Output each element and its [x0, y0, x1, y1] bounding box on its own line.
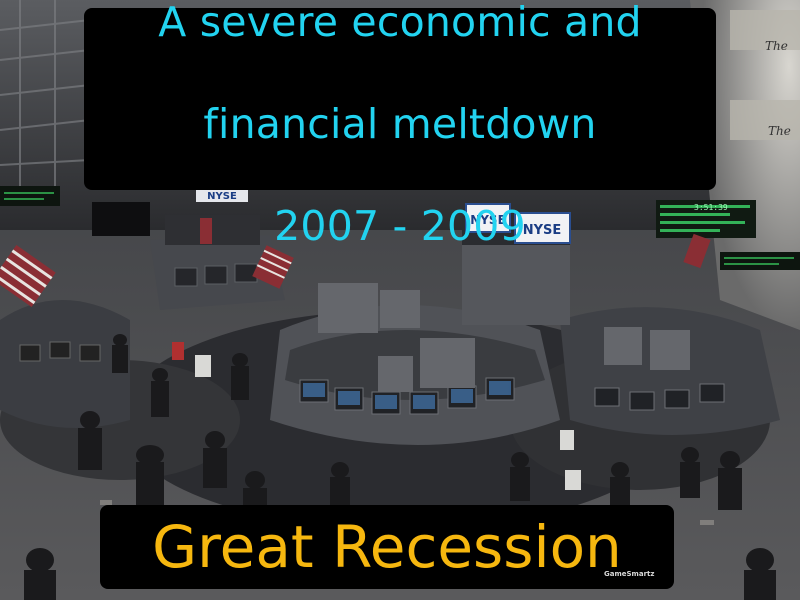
svg-text:The: The	[768, 124, 791, 138]
definition-line-2: financial meltdown	[203, 100, 597, 148]
nyse-sign-left: NYSE	[470, 213, 506, 227]
svg-text:The: The	[765, 39, 788, 53]
definition-line-1: A severe economic and	[158, 0, 642, 46]
svg-text:NYSE: NYSE	[207, 191, 237, 202]
definition-caption: A severe economic and financial meltdown…	[84, 0, 716, 250]
term-caption: Great Recession	[100, 505, 674, 589]
watermark-logo: GameSmartz	[604, 570, 655, 578]
term-title: Great Recession	[152, 513, 622, 581]
ticker-clock: 3:51:39	[694, 203, 728, 212]
nyse-sign-right: NYSE	[523, 223, 562, 238]
definition-line-3: 2007 - 2009	[274, 202, 526, 250]
